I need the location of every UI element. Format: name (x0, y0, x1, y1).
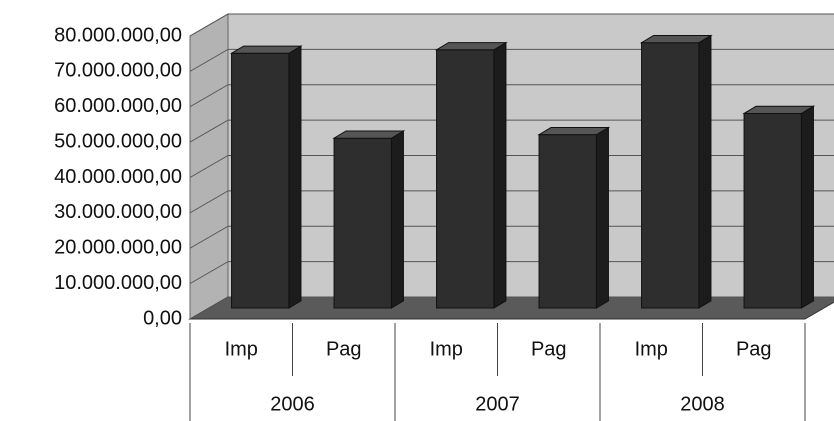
x-tick-label: Pag (531, 338, 567, 360)
x-tick-label: Pag (326, 338, 362, 360)
bar-top (434, 42, 508, 51)
bar-side (493, 41, 507, 309)
bar-side (390, 130, 404, 309)
group-label: 2006 (270, 393, 315, 415)
y-tick-label: 80.000.000,00 (54, 24, 182, 46)
bar-top (537, 126, 611, 136)
bar-side (698, 34, 712, 309)
y-tick-label: 50.000.000,00 (54, 130, 182, 152)
y-tick-label: 70.000.000,00 (54, 60, 182, 82)
grid-line-side (189, 155, 229, 178)
x-tick-label: Imp (225, 338, 258, 360)
y-tick-label: 30.000.000,00 (54, 201, 182, 223)
group-label: 2007 (475, 393, 520, 415)
grid-line-side (189, 190, 229, 214)
group-label: 2008 (680, 393, 725, 415)
bar-top (332, 130, 406, 139)
grid-line-side (189, 225, 229, 249)
grid-line-side (189, 13, 229, 37)
grid-line-side (189, 296, 229, 320)
bar (743, 112, 802, 309)
bar-side (595, 126, 609, 309)
bar-top (229, 45, 303, 54)
bar (641, 42, 700, 309)
y-tick-label: 40.000.000,00 (54, 166, 182, 188)
bar (538, 134, 597, 309)
grid-line-side (189, 48, 229, 72)
x-tick-label: Imp (430, 338, 463, 360)
bar-side (800, 105, 814, 309)
bar (231, 52, 290, 309)
grid-line-side (189, 84, 229, 108)
bar-top (742, 105, 816, 114)
x-tick-label: Pag (736, 338, 772, 360)
x-tick-label: Imp (635, 338, 668, 360)
bar (436, 49, 495, 309)
y-tick-label: 10.000.000,00 (54, 272, 182, 294)
grid-line-side (189, 119, 229, 143)
bar-side (288, 45, 302, 309)
bar (333, 137, 392, 309)
y-tick-label: 0,00 (143, 307, 182, 329)
y-tick-label: 60.000.000,00 (54, 95, 182, 117)
y-tick-label: 20.000.000,00 (54, 237, 182, 259)
bar-top (639, 34, 713, 44)
grid-line-side (189, 261, 229, 285)
